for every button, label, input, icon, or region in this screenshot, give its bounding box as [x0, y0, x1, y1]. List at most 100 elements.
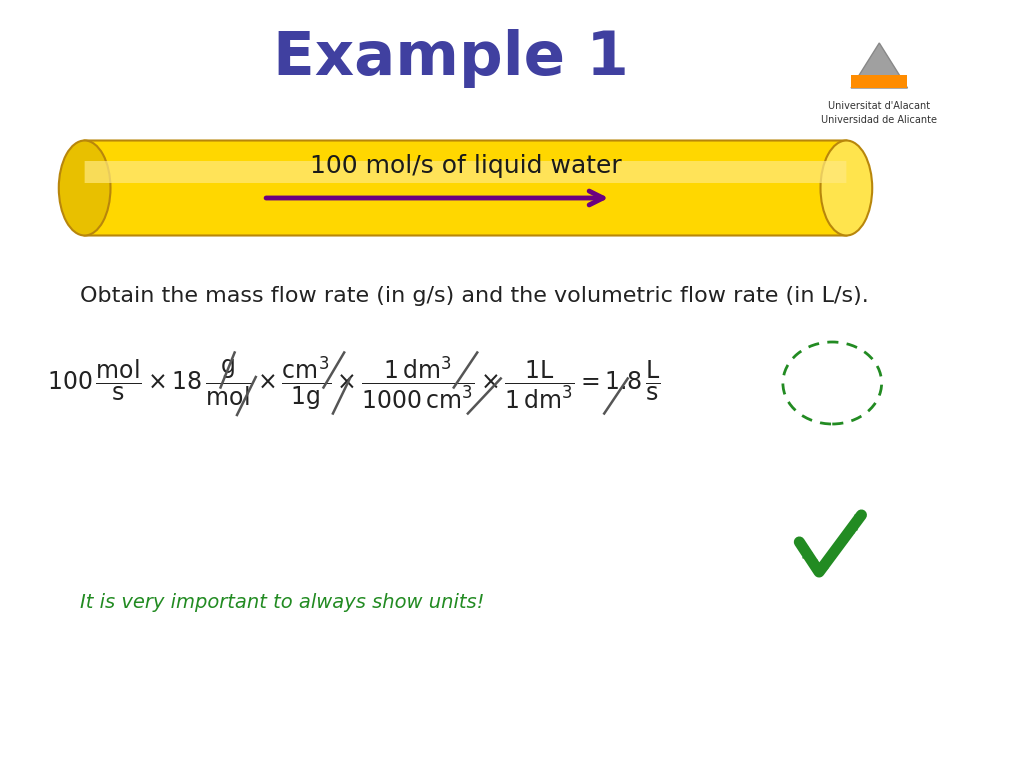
Point — [810, 564, 826, 577]
Point — [834, 530, 850, 542]
Point — [794, 537, 810, 549]
Point — [851, 515, 867, 527]
Point — [848, 515, 864, 527]
Point — [805, 558, 821, 570]
Point — [807, 558, 823, 571]
Point — [837, 535, 853, 547]
Point — [795, 537, 811, 549]
Point — [799, 549, 815, 561]
Point — [841, 522, 857, 535]
Point — [816, 555, 833, 568]
Point — [825, 548, 842, 560]
Point — [811, 561, 827, 574]
Point — [833, 538, 849, 550]
Point — [802, 552, 818, 564]
Point — [849, 515, 865, 527]
Point — [821, 553, 838, 565]
Point — [853, 511, 869, 523]
Point — [795, 543, 811, 555]
Point — [800, 545, 816, 557]
Point — [827, 548, 844, 560]
Point — [842, 527, 858, 539]
Point — [801, 551, 817, 564]
Point — [802, 553, 818, 565]
Point — [806, 558, 822, 571]
Point — [825, 547, 842, 559]
Point — [802, 551, 818, 564]
Point — [799, 549, 815, 561]
Point — [821, 551, 838, 563]
Point — [849, 514, 865, 526]
Point — [803, 558, 819, 570]
Point — [820, 552, 837, 564]
Point — [824, 551, 841, 563]
Point — [820, 554, 837, 567]
Point — [827, 543, 844, 555]
Point — [806, 557, 822, 569]
Point — [824, 551, 841, 563]
Point — [811, 565, 827, 578]
Point — [805, 554, 821, 567]
Point — [851, 508, 867, 521]
Point — [802, 550, 818, 562]
Point — [797, 545, 813, 557]
Point — [807, 558, 823, 571]
Point — [796, 541, 812, 553]
Point — [803, 558, 819, 571]
Point — [829, 539, 846, 551]
Point — [811, 564, 827, 577]
Point — [841, 522, 857, 535]
Point — [803, 554, 819, 567]
Point — [815, 553, 831, 565]
Point — [792, 539, 808, 551]
Point — [810, 567, 826, 579]
Point — [794, 541, 810, 554]
Point — [796, 548, 812, 560]
Point — [802, 551, 818, 564]
Point — [815, 564, 831, 577]
Point — [808, 560, 824, 572]
Point — [821, 556, 838, 568]
Point — [814, 562, 830, 574]
Point — [795, 539, 811, 551]
Point — [820, 555, 837, 568]
Point — [816, 556, 833, 568]
Point — [815, 561, 831, 573]
Point — [834, 535, 850, 547]
Point — [824, 548, 841, 561]
Point — [812, 563, 828, 575]
Point — [827, 543, 844, 555]
Point — [792, 536, 808, 548]
Point — [813, 560, 829, 572]
Point — [797, 543, 813, 555]
Point — [797, 545, 813, 557]
Point — [794, 535, 810, 548]
Point — [826, 542, 843, 554]
Point — [852, 509, 868, 521]
Point — [825, 548, 842, 560]
Point — [852, 508, 868, 521]
Point — [791, 537, 807, 549]
Point — [800, 551, 816, 564]
Point — [830, 538, 847, 550]
Point — [807, 566, 823, 578]
Point — [836, 528, 852, 541]
Point — [802, 550, 818, 562]
Point — [820, 554, 837, 566]
Point — [849, 512, 865, 525]
Point — [808, 562, 824, 574]
Point — [825, 543, 842, 555]
Point — [843, 528, 859, 540]
Point — [817, 560, 834, 572]
Point — [807, 560, 823, 572]
Point — [794, 539, 810, 551]
Point — [806, 563, 822, 575]
Point — [851, 517, 867, 529]
Point — [829, 543, 846, 555]
Point — [844, 523, 860, 535]
Point — [806, 561, 822, 573]
Point — [811, 568, 827, 581]
Point — [848, 516, 864, 528]
Point — [833, 535, 849, 548]
Point — [794, 540, 810, 552]
